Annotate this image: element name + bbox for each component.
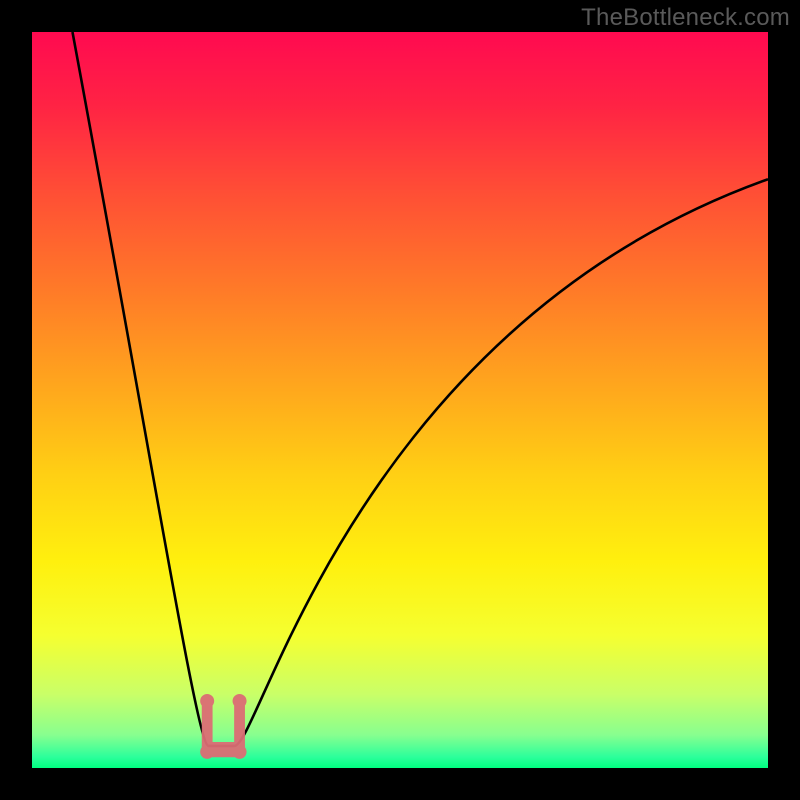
watermark-text: TheBottleneck.com [581, 4, 790, 32]
bottleneck-chart [0, 0, 800, 800]
chart-stage: TheBottleneck.com [0, 0, 800, 800]
plot-background [32, 32, 768, 768]
